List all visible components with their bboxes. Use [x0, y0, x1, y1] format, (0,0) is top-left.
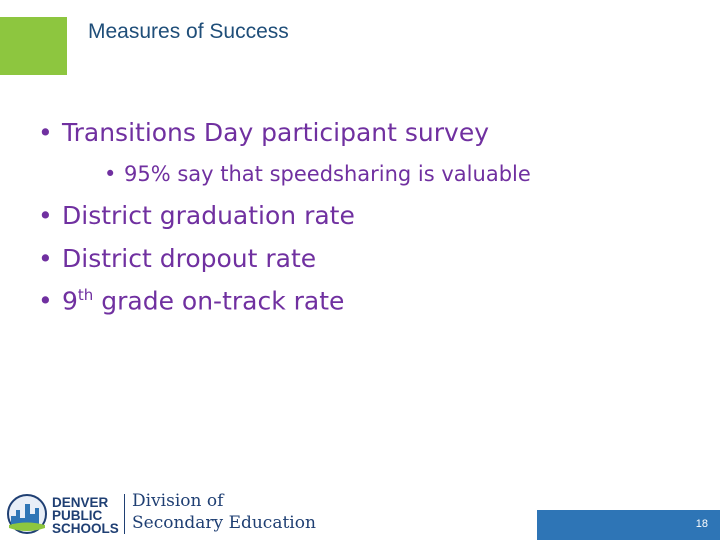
logo-line: DENVER	[52, 495, 109, 510]
division-text: Division of Secondary Education	[132, 490, 316, 534]
bullet-text: Transitions Day participant survey	[62, 118, 489, 147]
bullet-superscript: th	[77, 286, 94, 304]
bullet-text: grade on-track rate	[93, 286, 345, 316]
sub-bullet: • 95% say that speedsharing is valuable	[104, 162, 531, 186]
slide-title: Measures of Success	[88, 20, 289, 43]
bullet-prefix: 9	[62, 286, 78, 316]
divider	[124, 494, 125, 534]
page-number: 18	[695, 518, 708, 530]
division-line: Division of	[132, 491, 224, 511]
footer-bar	[537, 510, 720, 540]
bullet-text: District graduation rate	[62, 201, 355, 230]
bullet: • District dropout rate	[38, 244, 317, 273]
logo-mark	[7, 494, 47, 534]
bullet-text: District dropout rate	[62, 244, 317, 273]
logo-line: PUBLIC	[52, 508, 103, 523]
bullet: • District graduation rate	[38, 201, 355, 230]
logo-text: DENVER PUBLIC SCHOOLS	[52, 495, 119, 536]
division-line: Secondary Education	[132, 513, 316, 533]
bullet: • 9th grade on-track rate	[38, 286, 345, 316]
bullet: • Transitions Day participant survey	[38, 118, 489, 147]
sub-bullet-text: 95% say that speedsharing is valuable	[124, 162, 531, 186]
accent-square	[0, 17, 67, 75]
logo-line: SCHOOLS	[52, 521, 119, 536]
